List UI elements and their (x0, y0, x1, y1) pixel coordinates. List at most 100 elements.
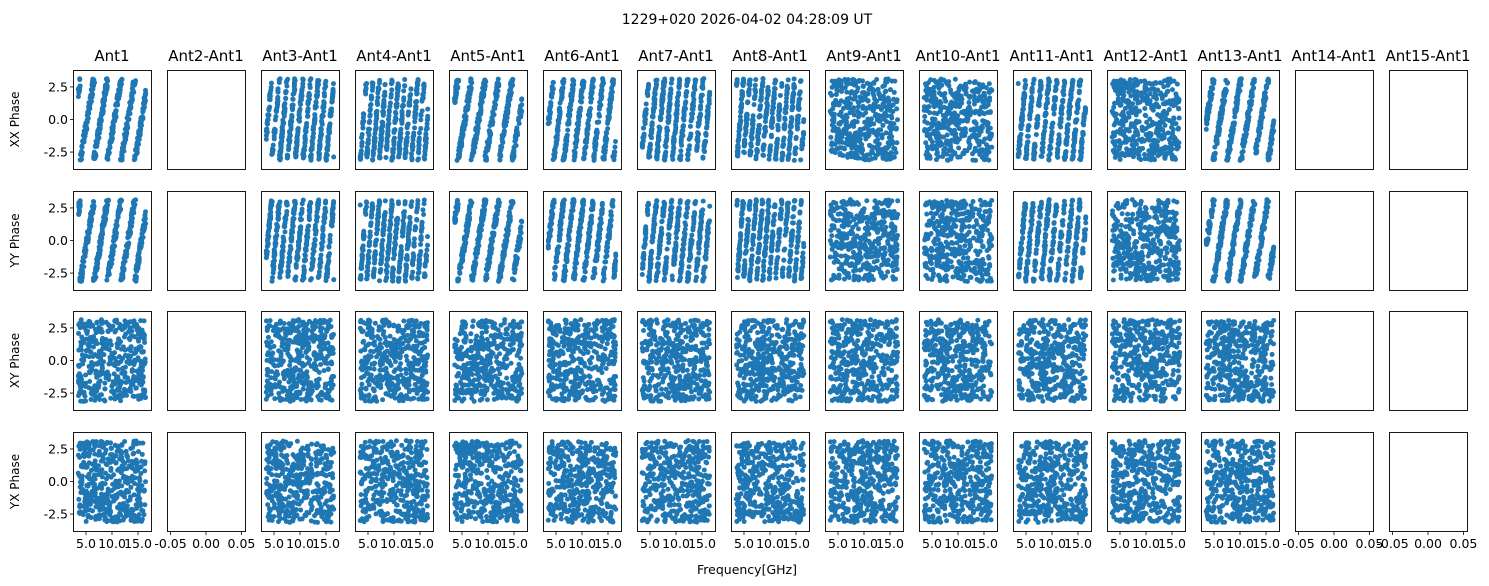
data-point (381, 100, 387, 106)
data-point (328, 511, 334, 517)
data-point (271, 136, 277, 142)
data-point (375, 86, 381, 92)
data-point (139, 458, 145, 464)
data-point (423, 259, 429, 265)
data-point (124, 115, 130, 121)
data-point (142, 215, 148, 221)
data-point (301, 328, 307, 334)
data-point (104, 462, 110, 468)
data-point (138, 361, 144, 367)
data-point (268, 80, 274, 86)
data-point (77, 362, 83, 368)
data-point (301, 471, 307, 477)
data-point (98, 231, 104, 237)
data-point (413, 449, 419, 455)
subplot (73, 70, 152, 170)
data-point (86, 363, 92, 369)
data-point (358, 395, 364, 401)
data-point (102, 380, 108, 386)
axes-frame (167, 311, 246, 411)
data-point (322, 345, 328, 351)
data-point (363, 204, 369, 210)
data-point (109, 124, 115, 130)
data-point (364, 150, 370, 156)
data-point (398, 117, 404, 123)
data-point (424, 247, 430, 253)
data-point (363, 466, 369, 472)
data-point (311, 383, 317, 389)
data-point (279, 452, 285, 458)
figure-title: 1229+020 2026-04-02 04:28:09 UT (622, 12, 873, 28)
data-point (406, 387, 412, 393)
data-point (277, 444, 283, 450)
data-point (314, 93, 320, 99)
data-point (328, 497, 334, 503)
data-point (298, 507, 304, 513)
data-point (117, 321, 123, 327)
data-point (100, 102, 106, 108)
data-point (112, 396, 118, 402)
data-point (104, 369, 110, 375)
data-point (122, 388, 128, 394)
data-point (289, 228, 295, 234)
data-point (402, 155, 408, 161)
data-point (109, 130, 115, 136)
data-point (291, 207, 297, 213)
data-point (96, 380, 102, 386)
data-point (415, 388, 421, 394)
data-point (79, 268, 85, 274)
data-point (297, 360, 303, 366)
data-point (122, 139, 128, 145)
data-point (134, 518, 140, 524)
data-point (331, 277, 337, 283)
data-point (132, 153, 138, 159)
data-point (140, 440, 146, 446)
data-point (121, 507, 127, 513)
data-point (392, 240, 398, 246)
data-point (267, 507, 273, 513)
data-point (77, 454, 83, 460)
data-point (421, 212, 427, 218)
data-point (96, 452, 102, 458)
data-point (280, 248, 286, 254)
data-point (365, 342, 371, 348)
data-point (272, 454, 278, 460)
data-point (418, 241, 424, 247)
column-title: Ant1 (94, 47, 129, 65)
data-point (312, 513, 318, 519)
data-point (402, 150, 408, 156)
data-point (324, 455, 330, 461)
data-point (277, 327, 283, 333)
data-point (77, 509, 83, 515)
data-point (390, 274, 396, 280)
data-point (415, 361, 421, 367)
data-point (389, 77, 395, 83)
data-point (109, 135, 115, 141)
data-point (311, 248, 317, 254)
data-point (279, 495, 285, 501)
data-point (409, 260, 415, 266)
data-point (384, 257, 390, 263)
data-point (371, 145, 377, 151)
data-point (100, 335, 106, 341)
data-point (321, 368, 327, 374)
data-point (379, 494, 385, 500)
data-point (385, 392, 391, 398)
data-point (401, 221, 407, 227)
data-point (280, 120, 286, 126)
data-point (327, 397, 333, 403)
data-point (129, 223, 134, 229)
data-point (325, 447, 331, 453)
data-point (414, 90, 420, 96)
data-point (107, 143, 113, 149)
data-point (123, 379, 129, 385)
data-point (414, 86, 420, 92)
data-point (424, 124, 430, 130)
data-point (360, 328, 366, 334)
data-point (296, 501, 302, 507)
data-point (298, 482, 304, 488)
data-point (271, 343, 277, 349)
data-point (365, 470, 371, 476)
data-point (312, 118, 318, 124)
data-point (382, 198, 388, 204)
